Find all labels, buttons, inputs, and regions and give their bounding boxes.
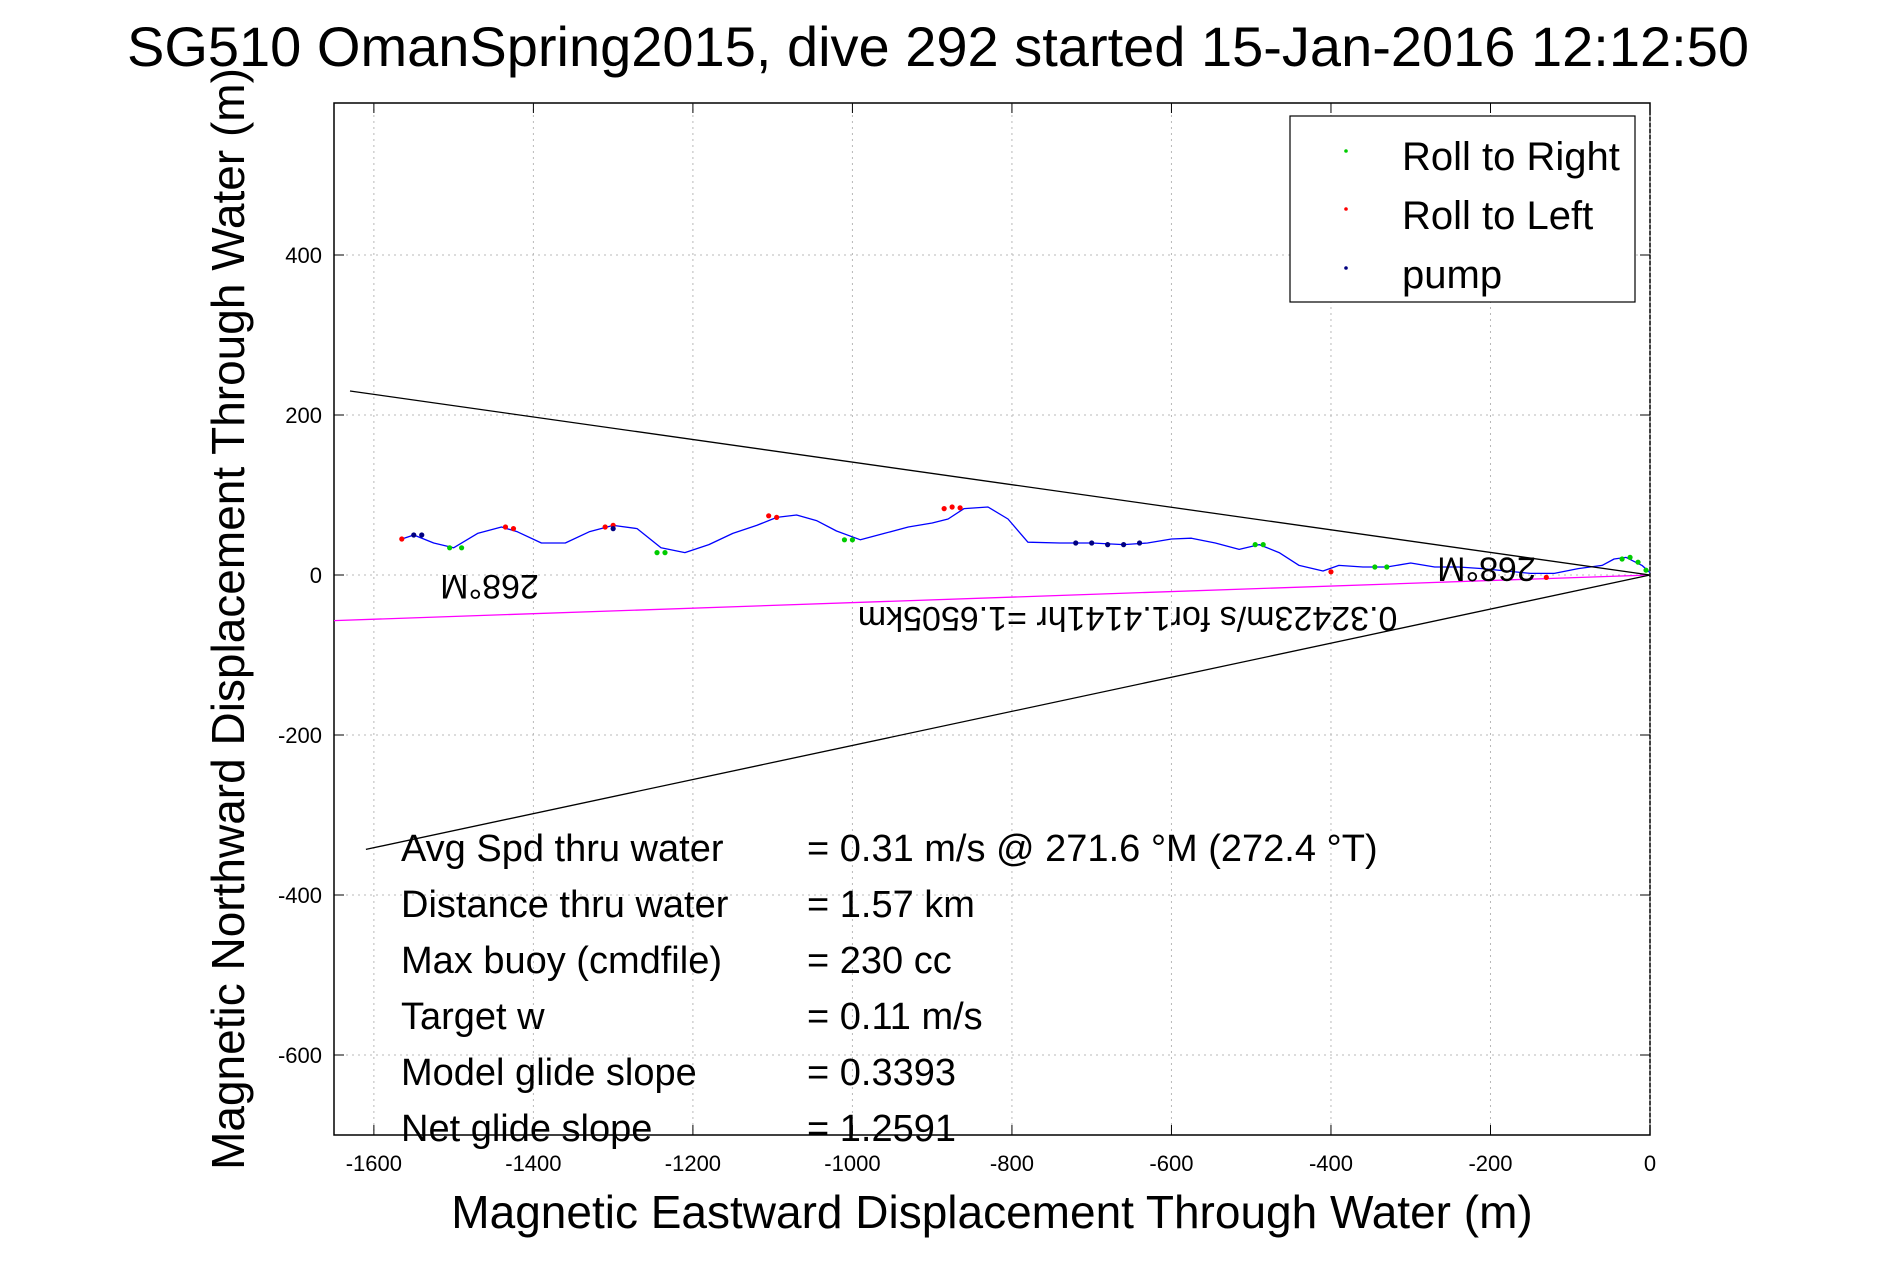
stat-value: = 230 cc — [807, 940, 952, 982]
stat-value: = 0.31 m/s @ 271.6 °M (272.4 °T) — [807, 828, 1378, 870]
marker-roll-left — [399, 536, 405, 542]
x-tick-label: -1000 — [824, 1151, 880, 1176]
x-tick-label: 0 — [1644, 1151, 1656, 1176]
y-axis: -600 -400 -200 0 200 400 — [278, 243, 1650, 1068]
markers — [399, 504, 1649, 581]
y-tick-label: -200 — [278, 723, 322, 748]
annotation-label: 0.32423m/s for1.4141hr =1.6505km — [858, 599, 1398, 637]
legend-label-roll-right: Roll to Right — [1402, 135, 1620, 179]
marker-pump — [1136, 540, 1143, 546]
marker-pump — [1105, 542, 1111, 548]
mean-heading-line — [333, 574, 1651, 622]
legend-label-roll-left: Roll to Left — [1402, 194, 1593, 238]
annotation-label: 268°M — [440, 567, 539, 605]
legend-marker-pump — [1344, 266, 1348, 270]
x-axis-label: Magnetic Eastward Displacement Through W… — [451, 1186, 1532, 1238]
stat-label: Target w — [401, 996, 545, 1038]
x-tick-label: -200 — [1468, 1151, 1512, 1176]
stat-label: Model glide slope — [401, 1052, 697, 1094]
x-tick-label: -1200 — [665, 1151, 721, 1176]
marker-roll-right — [849, 537, 856, 543]
marker-roll-left — [949, 504, 955, 510]
x-axis: -1600 -1400 -1200 -1000 -800 -600 -400 -200 0 — [346, 103, 1656, 1176]
stats-block: Avg Spd thru water = 0.31 m/s @ 271.6 °M… — [401, 828, 1378, 1150]
annotation-label: 268°M — [1437, 549, 1536, 587]
marker-roll-right — [459, 545, 465, 551]
upper-bound-line — [349, 390, 1651, 576]
y-tick-label: -600 — [278, 1043, 322, 1068]
stat-value: = 0.3393 — [807, 1052, 956, 1094]
marker-roll-right — [841, 537, 848, 543]
marker-roll-left — [766, 513, 772, 519]
marker-roll-left — [957, 505, 963, 511]
marker-roll-right — [1384, 564, 1390, 570]
chart-title: SG510 OmanSpring2015, dive 292 started 1… — [127, 15, 1749, 78]
legend-label-pump: pump — [1402, 253, 1502, 297]
marker-roll-right — [1252, 542, 1258, 548]
series-lines — [333, 390, 1651, 851]
lower-bound-line — [365, 574, 1651, 851]
x-tick-label: -600 — [1149, 1151, 1193, 1176]
y-axis-label: Magnetic Northward Displacement Through … — [202, 68, 254, 1170]
track-line — [401, 506, 1651, 575]
legend-marker-roll-right — [1344, 149, 1348, 153]
marker-roll-left — [1543, 574, 1549, 581]
marker-roll-right — [1260, 542, 1266, 548]
marker-pump — [610, 526, 616, 532]
x-tick-label: -1600 — [346, 1151, 402, 1176]
stat-label: Avg Spd thru water — [401, 828, 724, 870]
marker-roll-right — [1372, 564, 1378, 570]
legend-marker-roll-left — [1344, 207, 1348, 211]
marker-roll-right — [447, 545, 453, 551]
annotations: 268°M 268°M 0.32423m/s for1.4141hr =1.6505… — [440, 549, 1536, 637]
marker-roll-right — [654, 550, 660, 556]
marker-roll-left — [602, 524, 608, 530]
stat-value: = 1.57 km — [807, 884, 975, 926]
marker-pump — [1121, 542, 1127, 548]
legend: Roll to Right Roll to Left pump — [1289, 115, 1636, 303]
stat-label: Max buoy (cmdfile) — [401, 940, 722, 982]
marker-roll-right — [1635, 559, 1641, 565]
marker-roll-right — [662, 550, 668, 556]
marker-pump — [419, 532, 425, 538]
marker-roll-left — [941, 506, 947, 512]
marker-roll-right — [1627, 554, 1633, 561]
stat-label: Distance thru water — [401, 884, 729, 926]
marker-roll-right — [1619, 556, 1625, 562]
stat-value: = 0.11 m/s — [807, 996, 983, 1038]
y-tick-label: 0 — [310, 563, 322, 588]
marker-roll-left — [1328, 569, 1334, 575]
y-tick-label: 400 — [285, 243, 322, 268]
x-tick-label: -400 — [1309, 1151, 1353, 1176]
y-tick-label: 200 — [285, 403, 322, 428]
marker-pump — [411, 532, 417, 538]
marker-pump — [1089, 540, 1095, 546]
stat-value: = 1.2591 — [807, 1108, 956, 1150]
x-tick-label: -1400 — [505, 1151, 561, 1176]
x-tick-label: -800 — [990, 1151, 1034, 1176]
marker-roll-left — [502, 524, 509, 530]
y-tick-label: -400 — [278, 883, 322, 908]
stat-label: Net glide slope — [401, 1108, 652, 1150]
marker-pump — [1073, 540, 1079, 546]
marker-roll-left — [774, 514, 780, 521]
marker-roll-left — [510, 526, 517, 532]
marker-roll-right — [1643, 567, 1649, 573]
